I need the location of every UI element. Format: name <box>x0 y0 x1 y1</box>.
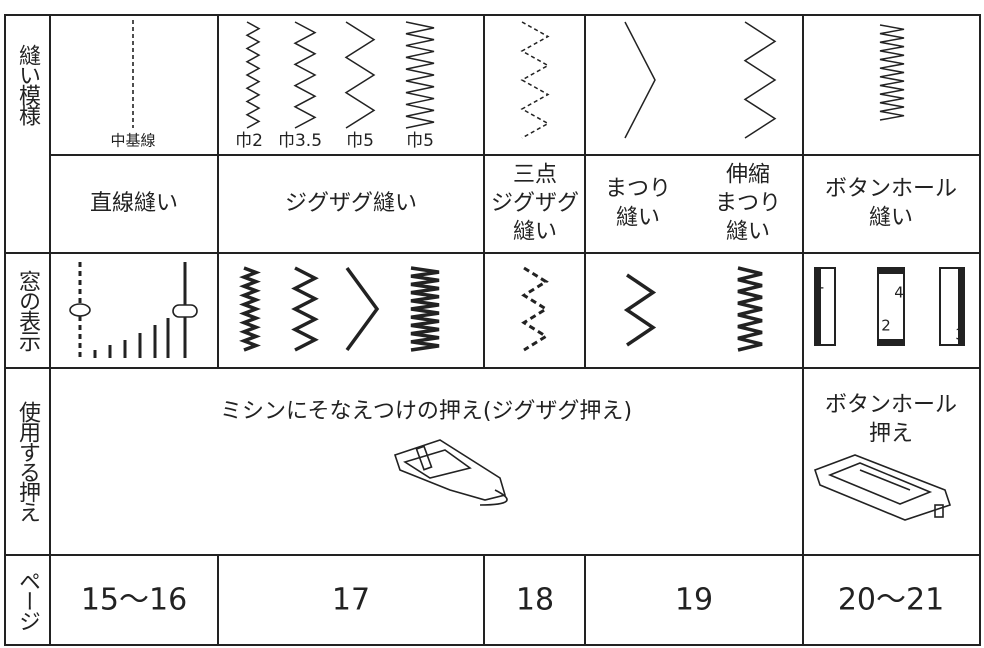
straight-window-icon <box>69 262 198 358</box>
presser-foot-name: ミシンにそなえつけの押え(ジグザグ押え) <box>220 399 632 424</box>
row-header: 使用する押え <box>15 401 41 522</box>
zigzag-icon <box>405 21 435 129</box>
zigzag-icon <box>245 21 261 129</box>
stretch-hem-window-icon <box>737 266 763 352</box>
stitch-name: ボタンホール <box>825 177 957 202</box>
zigzag-icon <box>293 21 317 129</box>
buttonhole-window-icon <box>814 267 965 346</box>
page-number: 20～21 <box>838 583 944 618</box>
pattern-label: 中基線 <box>110 132 155 150</box>
stitch-name: 縫い <box>616 205 660 230</box>
table-border <box>4 14 981 646</box>
page-number: 17 <box>332 583 370 618</box>
window-number: 4 <box>894 284 904 302</box>
buttonhole-foot-icon <box>813 454 952 521</box>
three-step-icon <box>520 21 550 139</box>
presser-foot-name: ボタンホール <box>825 393 957 418</box>
row-header: 窓の表示 <box>15 270 41 352</box>
window-number: 1 <box>815 275 825 293</box>
stretch-hem-icon <box>743 21 777 139</box>
zigzag-window-icon <box>410 266 440 352</box>
zigzag-window-icon <box>239 266 261 352</box>
row-header: 縫い模様 <box>15 44 41 126</box>
stitch-name: ジグザグ縫い <box>285 191 417 216</box>
page-number: 18 <box>516 583 554 618</box>
stitch-name: 縫い <box>726 220 770 245</box>
row-header: ページ <box>15 570 40 630</box>
stitch-name: まつり <box>715 191 781 216</box>
stitch-name: 縫い <box>513 220 557 245</box>
stitch-name: 直線縫い <box>90 191 178 216</box>
hem-icon <box>624 21 656 139</box>
pattern-label: 巾3.5 <box>278 131 322 151</box>
pattern-label: 巾5 <box>346 131 374 151</box>
zigzag-icon <box>344 21 376 129</box>
pattern-label: 巾2 <box>235 131 263 151</box>
buttonhole-stitch-icon <box>879 24 905 121</box>
page-number: 15～16 <box>81 583 187 618</box>
stitch-name: 三点 <box>513 162 557 187</box>
hem-window-icon <box>623 273 657 347</box>
window-number: 2 <box>881 317 891 335</box>
stitch-name: 伸縮 <box>726 162 770 187</box>
zigzag-foot-icon <box>393 439 508 506</box>
stitch-name: 縫い <box>869 205 913 230</box>
stitch-name: ジグザグ <box>491 191 579 216</box>
pattern-label: 巾5 <box>406 131 434 151</box>
three-step-window-icon <box>521 266 549 352</box>
presser-foot-name: 押え <box>869 421 913 446</box>
stitch-name: まつり <box>605 177 671 202</box>
zigzag-window-icon <box>345 266 380 352</box>
zigzag-window-icon <box>291 266 319 352</box>
window-number: 3 <box>955 326 965 344</box>
table-grid <box>5 15 980 645</box>
page-number: 19 <box>675 583 713 618</box>
